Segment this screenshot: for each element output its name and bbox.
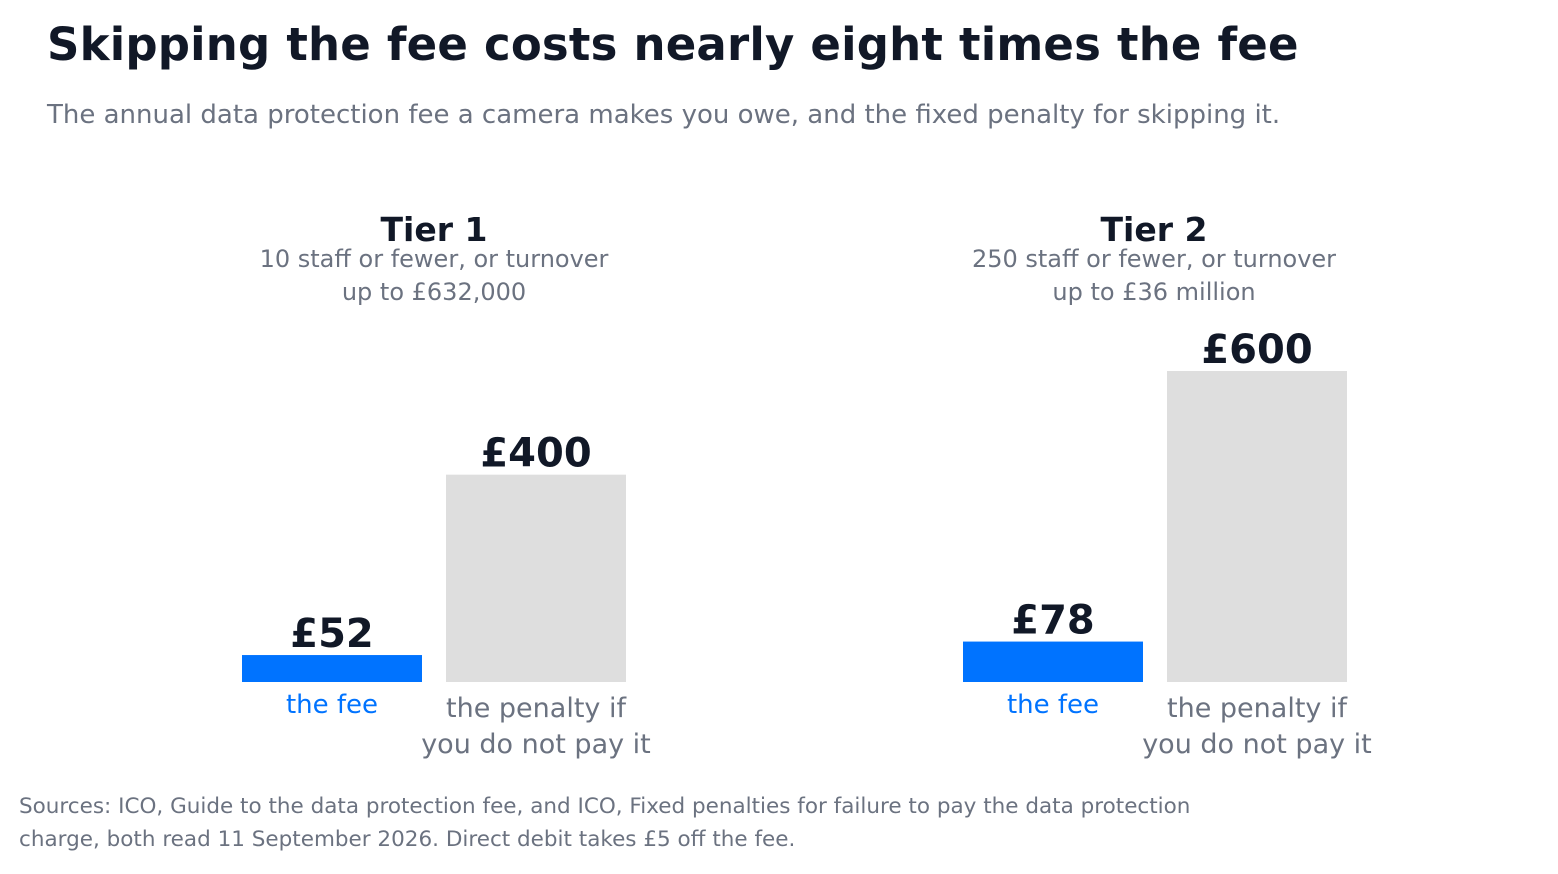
chart-subtitle: The annual data protection fee a camera … [47,100,1281,130]
tier-2-penalty-bar [1167,371,1347,682]
tier-1-fee-value-label: £52 [290,611,374,657]
tier-1-penalty-category-label: you do not pay it [421,729,651,760]
tier-2-panel-title: Tier 2 [1101,210,1208,249]
tier-2-fee-bar [963,641,1143,682]
tier-1-panel-description: up to £632,000 [342,278,526,306]
tier-2-panel-description: 250 staff or fewer, or turnover [972,245,1336,273]
tier-1-penalty-value-label: £400 [480,431,591,477]
tier-1-fee-bar [242,655,422,682]
tier-2-penalty-category-label: you do not pay it [1142,729,1372,760]
source-note: Sources: ICO, Guide to the data protecti… [19,794,1191,852]
tier-1-penalty-bar [446,474,626,682]
tier-2-fee-value-label: £78 [1011,598,1095,644]
tier-1-fee-category-label: the fee [286,690,378,720]
tier-2-fee-category-label: the fee [1007,690,1099,720]
tier-2-penalty-category-label: the penalty if [1167,693,1348,724]
tier-2-panel-description: up to £36 million [1052,278,1255,306]
tier-1-panel-title: Tier 1 [381,210,488,249]
chart-title: Skipping the fee costs nearly eight time… [47,18,1299,71]
tier-2-penalty-value-label: £600 [1201,327,1312,373]
tier-1-panel-description: 10 staff or fewer, or turnover [260,245,609,273]
tier-1-penalty-category-label: the penalty if [446,693,627,724]
